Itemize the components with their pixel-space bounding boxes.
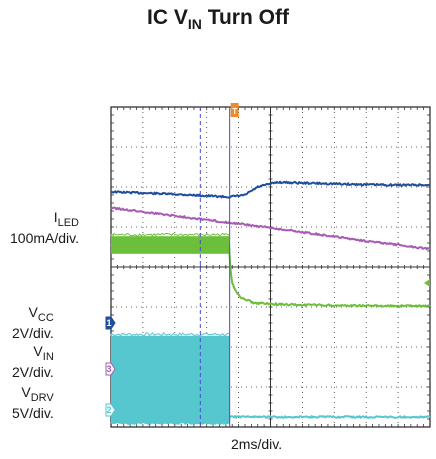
channel-marker-0: 1 <box>106 317 115 329</box>
trigger-level-arrow <box>424 279 430 287</box>
band-0 <box>111 336 230 423</box>
channel-marker-label: 1 <box>106 318 111 328</box>
channel-marker-label: 2 <box>106 405 111 415</box>
band-noise-edge <box>111 233 229 236</box>
trigger-marker-label: T <box>232 107 237 116</box>
band-noise-edge <box>111 333 229 336</box>
channel-marker-label: 3 <box>106 364 111 374</box>
